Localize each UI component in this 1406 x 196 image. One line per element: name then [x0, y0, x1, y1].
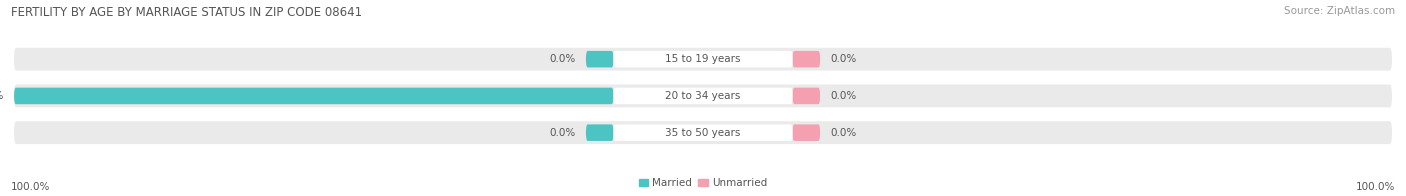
Text: FERTILITY BY AGE BY MARRIAGE STATUS IN ZIP CODE 08641: FERTILITY BY AGE BY MARRIAGE STATUS IN Z…	[11, 6, 363, 19]
FancyBboxPatch shape	[14, 121, 1392, 144]
Text: 15 to 19 years: 15 to 19 years	[665, 54, 741, 64]
FancyBboxPatch shape	[613, 124, 793, 141]
FancyBboxPatch shape	[14, 84, 1392, 107]
FancyBboxPatch shape	[14, 88, 613, 104]
FancyBboxPatch shape	[793, 88, 820, 104]
Text: 0.0%: 0.0%	[831, 128, 856, 138]
Legend: Married, Unmarried: Married, Unmarried	[634, 174, 772, 192]
Text: 0.0%: 0.0%	[831, 54, 856, 64]
FancyBboxPatch shape	[14, 48, 1392, 71]
Text: 35 to 50 years: 35 to 50 years	[665, 128, 741, 138]
FancyBboxPatch shape	[586, 51, 613, 67]
Text: Source: ZipAtlas.com: Source: ZipAtlas.com	[1284, 6, 1395, 16]
Text: 100.0%: 100.0%	[1355, 182, 1395, 192]
FancyBboxPatch shape	[613, 51, 793, 67]
Text: 0.0%: 0.0%	[550, 128, 575, 138]
FancyBboxPatch shape	[613, 88, 793, 104]
FancyBboxPatch shape	[586, 124, 613, 141]
FancyBboxPatch shape	[793, 124, 820, 141]
Text: 100.0%: 100.0%	[0, 91, 4, 101]
Text: 0.0%: 0.0%	[831, 91, 856, 101]
Text: 0.0%: 0.0%	[550, 54, 575, 64]
FancyBboxPatch shape	[793, 51, 820, 67]
Text: 20 to 34 years: 20 to 34 years	[665, 91, 741, 101]
Text: 100.0%: 100.0%	[11, 182, 51, 192]
